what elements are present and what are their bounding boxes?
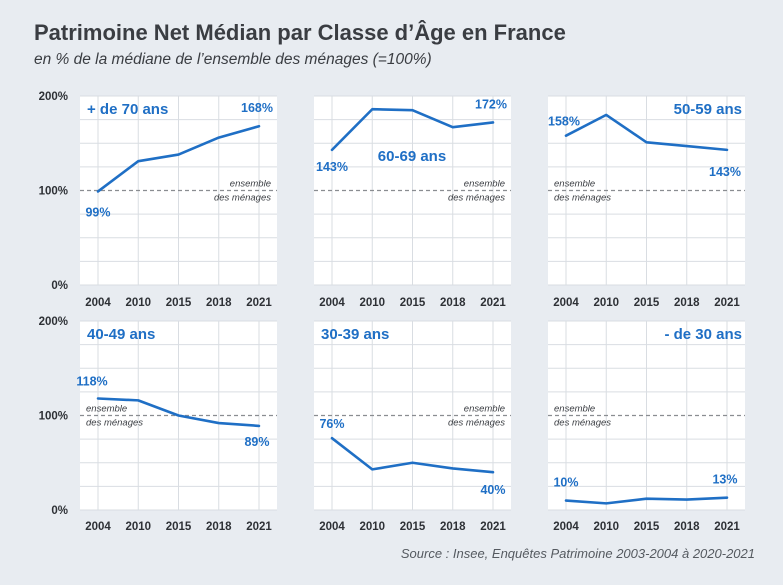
x-tick-label: 2015	[634, 521, 660, 533]
x-tick-label: 2004	[553, 297, 579, 309]
data-label-end: 89%	[244, 435, 269, 449]
chart-panel-4: ensemble des ménages 40-49 ans 118% 89% 2004 2…	[76, 320, 277, 533]
data-label-end: 168%	[241, 101, 273, 115]
series-line	[96, 397, 261, 428]
series-line	[564, 496, 729, 505]
x-tick-label: 2015	[400, 521, 426, 533]
data-label-start: 118%	[76, 374, 107, 388]
x-tick-label: 2010	[359, 521, 385, 533]
reference-label: des ménages	[448, 418, 505, 429]
series-line	[330, 107, 495, 152]
x-tick-label: 2010	[359, 297, 385, 309]
panel-title: 50-59 ans	[674, 101, 742, 118]
chart-panel-2: ensemble des ménages 60-69 ans 143% 172% 2004…	[314, 95, 511, 309]
panel-title: - de 30 ans	[664, 326, 742, 343]
x-tick-label: 2004	[553, 521, 579, 533]
data-label-start: 10%	[553, 476, 578, 490]
reference-label: des ménages	[554, 418, 611, 429]
x-tick-label: 2021	[246, 521, 272, 533]
chart-panel-6: ensemble des ménages - de 30 ans 10% 13% 2004…	[548, 320, 745, 533]
y-tick-label: 200%	[39, 91, 68, 103]
x-tick-label: 2021	[714, 521, 740, 533]
reference-label: ensemble	[554, 404, 595, 415]
x-tick-label: 2015	[400, 297, 426, 309]
data-label-start: 143%	[316, 160, 348, 174]
reference-label: des ménages	[554, 193, 611, 204]
x-tick-label: 2004	[85, 297, 111, 309]
data-label-start: 158%	[548, 115, 580, 129]
reference-label: ensemble	[230, 179, 271, 190]
data-label-end: 172%	[475, 97, 507, 111]
reference-label: ensemble	[464, 179, 505, 190]
page-title: Patrimoine Net Médian par Classe d’Âge e…	[34, 20, 566, 45]
x-tick-label: 2021	[480, 297, 506, 309]
x-tick-label: 2010	[593, 521, 619, 533]
y-tick-label: 100%	[39, 186, 68, 198]
data-label-end: 13%	[712, 473, 737, 487]
data-label-end: 40%	[480, 483, 505, 497]
series-line	[330, 436, 495, 474]
page-subtitle: en % de la médiane de l’ensemble des mén…	[34, 51, 432, 68]
x-tick-label: 2010	[125, 521, 151, 533]
x-tick-label: 2021	[714, 297, 740, 309]
reference-label: des ménages	[214, 193, 271, 204]
chart-panel-5: ensemble des ménages 30-39 ans 76% 40% 2004 20…	[314, 320, 511, 533]
x-tick-label: 2004	[319, 521, 345, 533]
panel-title: 60-69 ans	[378, 148, 446, 165]
reference-label: ensemble	[464, 404, 505, 415]
y-tick-label: 0%	[51, 505, 68, 517]
chart-panel-1: ensemble des ménages + de 70 ans 99% 168% 200…	[80, 95, 277, 309]
reference-label: ensemble	[554, 179, 595, 190]
source-note: Source : Insee, Enquêtes Patrimoine 2003…	[400, 546, 755, 561]
x-tick-label: 2010	[593, 297, 619, 309]
x-tick-label: 2015	[166, 521, 192, 533]
data-label-start: 99%	[85, 205, 110, 219]
data-label-start: 76%	[319, 417, 344, 431]
x-tick-label: 2004	[85, 521, 111, 533]
x-tick-label: 2018	[206, 297, 232, 309]
x-tick-label: 2021	[246, 297, 272, 309]
reference-label: des ménages	[448, 193, 505, 204]
x-tick-label: 2018	[206, 521, 232, 533]
y-tick-label: 0%	[51, 280, 68, 292]
y-tick-label: 200%	[39, 316, 68, 328]
panel-title: 40-49 ans	[87, 326, 155, 343]
reference-label: ensemble	[86, 404, 127, 415]
x-tick-label: 2018	[674, 521, 700, 533]
x-tick-label: 2018	[674, 297, 700, 309]
panel-title: + de 70 ans	[87, 101, 168, 118]
reference-label: des ménages	[86, 418, 143, 429]
x-tick-label: 2018	[440, 297, 466, 309]
x-tick-label: 2015	[634, 297, 660, 309]
y-tick-label: 100%	[39, 411, 68, 423]
x-tick-label: 2015	[166, 297, 192, 309]
x-tick-label: 2004	[319, 297, 345, 309]
data-label-end: 143%	[709, 165, 741, 179]
series-line	[564, 113, 729, 152]
x-tick-label: 2010	[125, 297, 151, 309]
x-tick-label: 2018	[440, 521, 466, 533]
panel-title: 30-39 ans	[321, 326, 389, 343]
x-tick-label: 2021	[480, 521, 506, 533]
series-line	[96, 124, 261, 193]
chart-panel-3: ensemble des ménages 50-59 ans 158% 143% 2004…	[548, 95, 745, 309]
